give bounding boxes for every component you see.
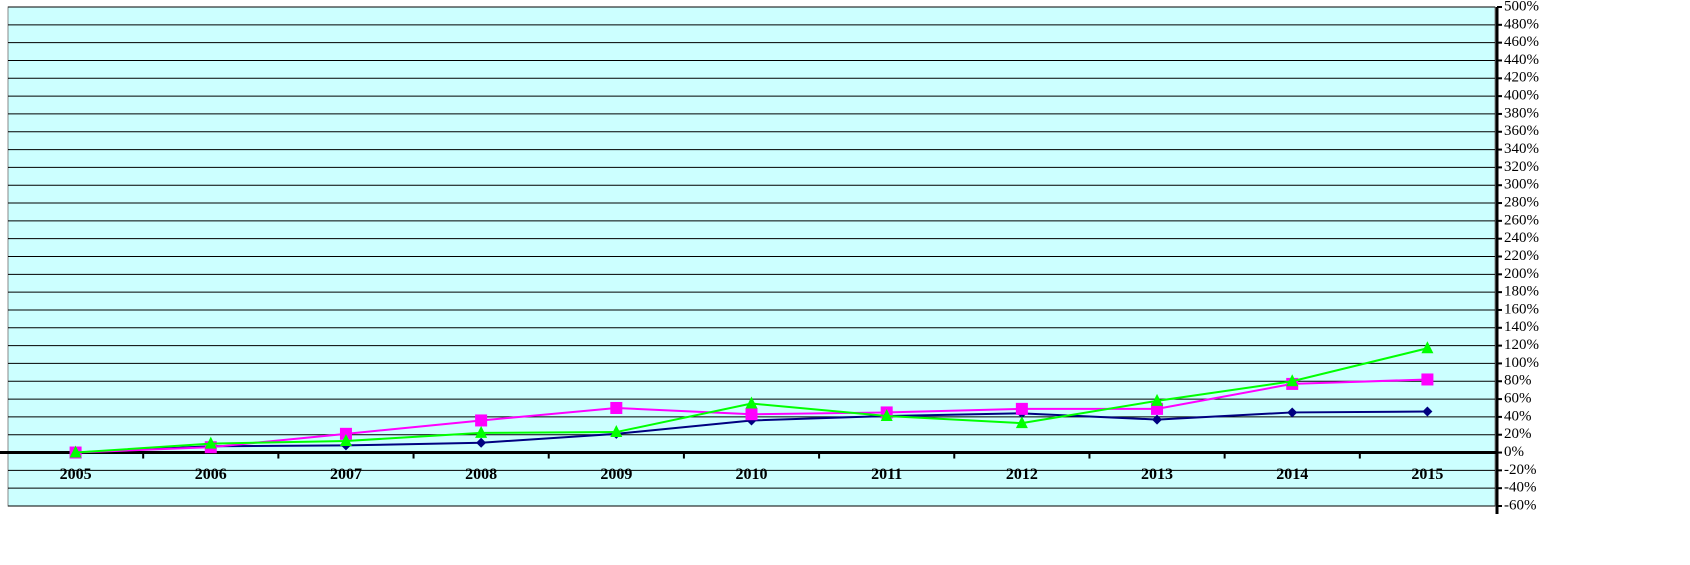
marker — [745, 396, 758, 409]
marker — [1151, 393, 1164, 406]
y-tick-label: 420% — [1504, 70, 1539, 86]
marker — [1151, 402, 1164, 415]
marker — [745, 408, 758, 421]
marker — [476, 437, 487, 448]
y-tick-label: 0% — [1504, 444, 1524, 460]
x-tick-label: 2015 — [1411, 466, 1443, 483]
marker — [204, 436, 217, 449]
marker — [1421, 341, 1434, 354]
y-tick-label: 240% — [1504, 230, 1539, 246]
marker — [339, 433, 352, 446]
y-tick-label: -40% — [1504, 480, 1537, 496]
y-tick-label: 20% — [1504, 426, 1532, 442]
marker — [880, 409, 893, 422]
marker — [1287, 407, 1298, 418]
marker — [1015, 402, 1028, 415]
marker — [1286, 374, 1299, 387]
y-tick-label: -20% — [1504, 462, 1537, 478]
x-tick-label: 2012 — [1006, 466, 1038, 483]
marker — [610, 401, 623, 414]
x-tick-label: 2005 — [60, 466, 92, 483]
x-tick-label: 2007 — [330, 466, 362, 483]
y-tick-label: 460% — [1504, 34, 1539, 50]
marker — [1421, 373, 1434, 386]
y-tick-label: 120% — [1504, 337, 1539, 353]
x-tick-label: 2006 — [195, 466, 227, 483]
x-tick-label: 2013 — [1141, 466, 1173, 483]
y-tick-label: 320% — [1504, 159, 1539, 175]
y-tick-label: 180% — [1504, 284, 1539, 300]
y-tick-label: 480% — [1504, 16, 1539, 32]
y-tick-label: 160% — [1504, 301, 1539, 317]
y-tick-label: 100% — [1504, 355, 1539, 371]
x-tick-label: 2011 — [871, 466, 902, 483]
y-tick-label: 80% — [1504, 373, 1532, 389]
x-tick-label: 2008 — [465, 466, 497, 483]
y-tick-label: 380% — [1504, 105, 1539, 121]
x-tick-label: 2009 — [600, 466, 632, 483]
y-tick-label: 500% — [1504, 0, 1539, 14]
y-tick-label: 280% — [1504, 194, 1539, 210]
marker — [339, 427, 352, 440]
marker — [475, 425, 488, 438]
x-tick-label: 2010 — [736, 466, 768, 483]
marker — [1015, 416, 1028, 429]
y-tick-label: 200% — [1504, 266, 1539, 282]
x-tick-label: 2014 — [1276, 466, 1308, 483]
y-tick-label: 400% — [1504, 88, 1539, 104]
y-tick-label: -60% — [1504, 497, 1537, 513]
marker — [475, 414, 488, 427]
y-tick-label: 220% — [1504, 248, 1539, 264]
marker — [69, 445, 82, 458]
y-tick-label: 440% — [1504, 52, 1539, 68]
marker — [1152, 414, 1163, 425]
y-tick-label: 260% — [1504, 212, 1539, 228]
marker — [610, 425, 623, 438]
y-tick-label: 40% — [1504, 408, 1532, 424]
y-tick-label: 140% — [1504, 319, 1539, 335]
marker — [1422, 406, 1433, 417]
y-tick-label: 300% — [1504, 177, 1539, 193]
y-tick-label: 360% — [1504, 123, 1539, 139]
y-tick-label: 60% — [1504, 391, 1532, 407]
y-tick-label: 340% — [1504, 141, 1539, 157]
